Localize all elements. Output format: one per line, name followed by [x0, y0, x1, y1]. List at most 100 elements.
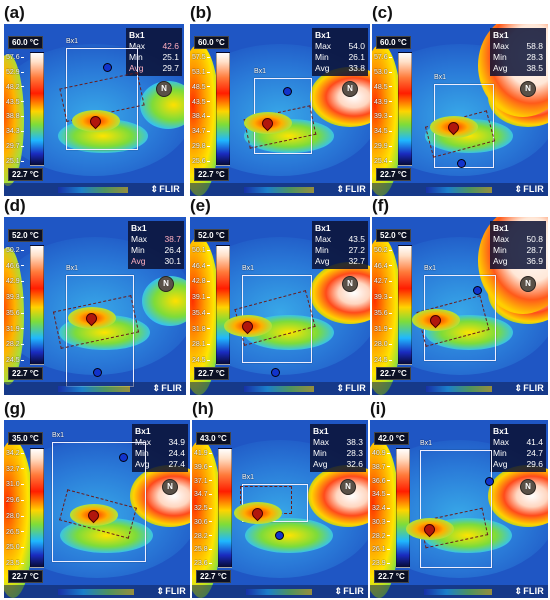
scale-tick: 43.5 [6, 99, 28, 106]
flir-logo-icon: ⇕ [514, 586, 523, 596]
scale-tick: 42.9 [6, 278, 28, 285]
scale-tick: 23.5 [6, 560, 28, 567]
scale-tick: 48.2 [6, 84, 28, 91]
flir-brand-text: FLIR [345, 383, 366, 393]
heat-region [488, 464, 548, 527]
thermal-image: 60.0 °C 57.6 53.0 48.5 43.9 39.3 34.5 29.9 25.4 2… [372, 24, 548, 196]
stats-max-label: Max [315, 41, 332, 51]
scale-tick: 32.5 [194, 505, 216, 512]
stats-max-label: Max [315, 234, 332, 244]
flir-logo-icon: ⇕ [156, 586, 165, 596]
scale-tick: 31.9 [6, 326, 28, 333]
roi-stats-panel: Bx1 Max 58.8 Min 28.3 Avg 38.5 [490, 28, 546, 76]
scale-tick: 35.6 [6, 310, 28, 317]
stats-avg-value: 32.6 [346, 459, 363, 469]
stats-avg-value: 29.6 [526, 459, 543, 469]
scale-tick: 46.4 [374, 263, 396, 270]
stats-max-value: 38.7 [164, 234, 181, 244]
stats-max-value: 43.5 [348, 234, 365, 244]
scale-tick: 25.6 [192, 158, 214, 165]
scale-tick: 24.5 [374, 357, 396, 364]
panel-label: (g) [4, 399, 26, 418]
scale-tick: 39.3 [6, 294, 28, 301]
flir-logo-icon: ⇕ [334, 586, 343, 596]
scale-tick: 26.1 [372, 546, 394, 553]
histogram-strip [58, 589, 134, 595]
stats-title: Bx1 [493, 30, 509, 40]
color-scale-bar [218, 448, 232, 568]
flir-brand-text: FLIR [159, 184, 180, 194]
scale-min-badge: 22.7 °C [194, 168, 229, 181]
roi-stats-panel: Bx1 Max 34.9 Min 24.4 Avg 27.4 [132, 424, 188, 472]
stats-avg-label: Avg [493, 63, 508, 73]
stats-min-row: Min 26.1 [315, 52, 365, 63]
scale-tick: 25.1 [6, 158, 28, 165]
thermal-panel-b: 60.0 °C 57.5 53.1 48.5 43.5 38.4 34.7 29.8 25.6 2… [190, 2, 370, 196]
flir-logo-icon: ⇕ [514, 184, 523, 194]
scale-tick: 25.8 [194, 546, 216, 553]
stats-min-value: 24.7 [526, 448, 543, 458]
scale-tick: 25.4 [374, 158, 396, 165]
scale-tick: 24.5 [192, 357, 214, 364]
stats-min-label: Min [493, 448, 507, 458]
stats-avg-label: Avg [131, 256, 146, 266]
min-temp-marker-icon [275, 531, 284, 540]
stats-min-label: Min [315, 245, 329, 255]
scale-tick: 28.2 [194, 533, 216, 540]
scale-tick: 26.5 [6, 529, 28, 536]
stats-min-value: 28.7 [526, 245, 543, 255]
scale-tick: 42.7 [374, 278, 396, 285]
thermal-panel-f: 52.0 °C 50.2 46.4 42.7 39.3 35.6 31.9 28.0 24.5 2… [372, 195, 548, 395]
stats-max-value: 34.9 [168, 437, 185, 447]
scale-tick: 28.0 [374, 341, 396, 348]
thermal-panel-i: 42.0 °C 40.9 38.7 36.6 34.5 32.4 30.3 28.2 26.1 2… [370, 398, 548, 598]
thermal-panel-h: 43.0 °C 41.9 39.6 37.1 34.7 32.5 30.6 28.2 25.8 2… [192, 398, 368, 598]
roi-box [52, 442, 146, 562]
scale-tick: 34.3 [6, 128, 28, 135]
heat-region [308, 464, 368, 527]
stats-title: Bx1 [131, 223, 147, 233]
roi-box [242, 484, 308, 522]
stats-min-value: 28.3 [526, 52, 543, 62]
flir-logo: ⇕FLIR [514, 586, 544, 597]
stats-title: Bx1 [129, 30, 145, 40]
scale-tick: 40.9 [372, 450, 394, 457]
thermal-panel-a: 60.0 °C 57.6 52.9 48.2 43.5 38.8 34.3 29.7 25.1 2… [4, 2, 184, 196]
flir-logo-icon: ⇕ [336, 383, 345, 393]
roi-stats-panel: Bx1 Max 41.4 Min 24.7 Avg 29.6 [490, 424, 546, 472]
scale-min-badge: 22.7 °C [196, 570, 231, 583]
scale-tick: 48.5 [192, 84, 214, 91]
flir-brand-text: FLIR [523, 184, 544, 194]
scale-tick: 34.7 [192, 128, 214, 135]
stats-avg-label: Avg [129, 63, 144, 73]
min-temp-marker-icon [119, 453, 128, 462]
scale-min-badge: 22.7 °C [8, 168, 43, 181]
flir-brand-text: FLIR [165, 586, 186, 596]
stats-avg-value: 30.1 [164, 256, 181, 266]
thermal-panel-d: 52.0 °C 50.2 46.6 42.9 39.3 35.6 31.9 28.2 24.5 2… [4, 195, 186, 395]
color-scale-bar [30, 52, 44, 166]
stats-title: Bx1 [135, 426, 151, 436]
scale-tick: 31.9 [374, 326, 396, 333]
heat-region [310, 67, 370, 128]
scale-tick: 46.4 [192, 263, 214, 270]
scale-tick: 43.5 [192, 99, 214, 106]
flir-logo: ⇕FLIR [156, 586, 186, 597]
stats-max-value: 38.3 [346, 437, 363, 447]
stats-avg-value: 32.7 [348, 256, 365, 266]
stats-avg-row: Avg 32.7 [315, 256, 365, 267]
stats-min-label: Min [131, 245, 145, 255]
thermal-image: 43.0 °C 41.9 39.6 37.1 34.7 32.5 30.6 28.2 25.8 2… [192, 420, 368, 598]
stats-min-label: Min [493, 52, 507, 62]
scale-tick: 38.8 [6, 113, 28, 120]
stats-max-row: Max 41.4 [493, 437, 543, 448]
stats-title: Bx1 [315, 223, 331, 233]
compass-icon: N [162, 479, 178, 495]
color-scale-bar [216, 52, 230, 166]
stats-avg-label: Avg [493, 256, 508, 266]
roi-label: Bx1 [242, 265, 255, 272]
panel-label: (i) [370, 399, 387, 418]
min-temp-marker-icon [473, 286, 482, 295]
stats-avg-row: Avg 33.8 [315, 63, 365, 74]
scale-tick: 50.2 [374, 247, 396, 254]
